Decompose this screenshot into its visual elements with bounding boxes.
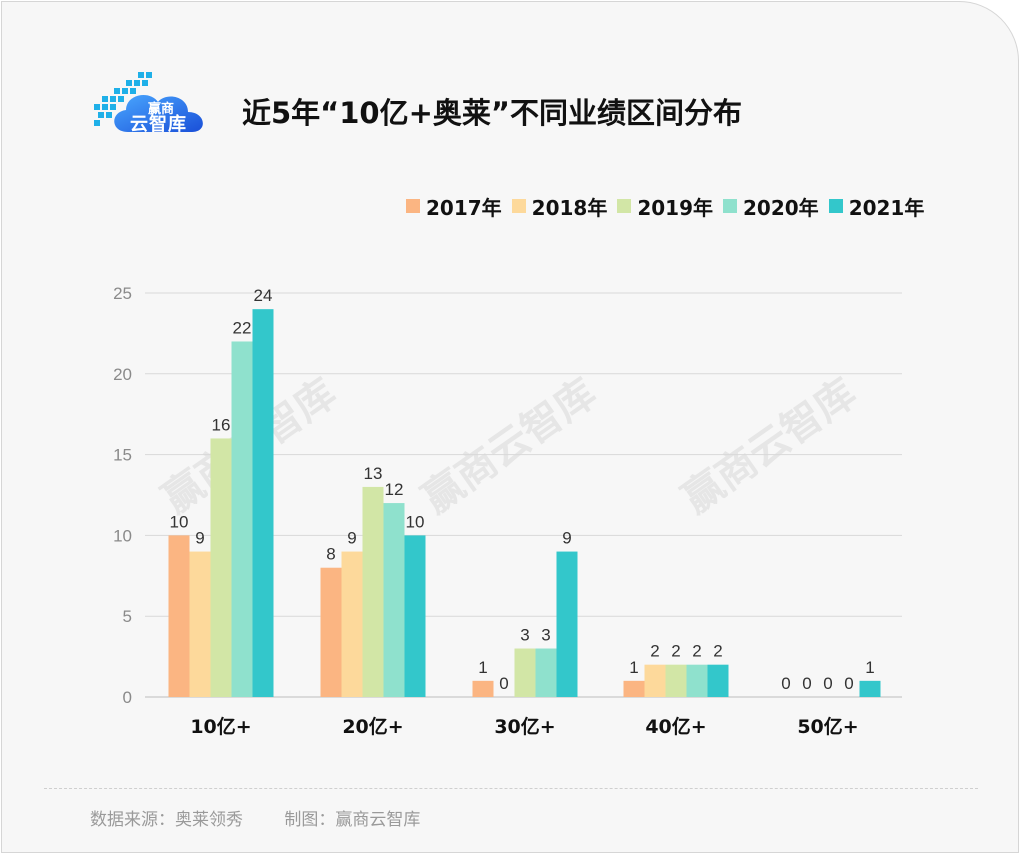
legend-swatch-2019 <box>617 199 632 213</box>
data-label: 3 <box>520 626 529 645</box>
bar <box>535 648 557 697</box>
legend-swatch-2018 <box>511 199 526 213</box>
bar <box>320 567 342 697</box>
x-category-label: 20亿+ <box>342 715 403 738</box>
legend-item-2021: 2021年 <box>828 192 925 221</box>
bar <box>859 680 881 697</box>
data-label: 3 <box>541 626 550 645</box>
legend-label: 2019年 <box>637 195 714 220</box>
legend-item-2020: 2020年 <box>723 192 819 221</box>
data-label: 2 <box>692 642 701 661</box>
legend-label: 2018年 <box>531 195 608 220</box>
x-category-label: 50亿+ <box>797 715 858 738</box>
data-label: 2 <box>671 642 680 661</box>
y-tick-label: 0 <box>123 688 132 707</box>
bar <box>189 551 211 697</box>
chart-title: 近5年“10亿+奥莱”不同业绩区间分布 <box>242 96 742 130</box>
bar <box>665 664 687 697</box>
bar <box>644 664 666 697</box>
data-label: 16 <box>212 415 231 434</box>
chart-credit: 制图：赢商云智库 <box>284 810 421 830</box>
footer-divider <box>44 788 978 789</box>
logo-text-main: 云智库 <box>130 114 187 135</box>
x-category-label: 30亿+ <box>494 715 555 738</box>
legend-label: 2021年 <box>848 195 925 220</box>
y-tick-label: 5 <box>123 607 132 626</box>
legend-item-2018: 2018年 <box>511 192 608 221</box>
data-label: 0 <box>844 674 853 693</box>
data-label: 22 <box>233 318 252 337</box>
bar <box>168 535 190 697</box>
bar <box>472 680 494 697</box>
data-label: 1 <box>865 658 874 677</box>
data-label: 10 <box>170 512 189 531</box>
y-tick-label: 20 <box>113 365 132 384</box>
data-label: 9 <box>562 529 571 548</box>
y-tick-label: 25 <box>113 284 132 303</box>
footer: 数据来源：奥莱领秀 制图：赢商云智库 <box>90 805 456 830</box>
x-category-label: 40亿+ <box>645 715 706 738</box>
data-label: 2 <box>650 642 659 661</box>
data-label: 0 <box>781 674 790 693</box>
legend: 2017年 2018年 2019年 2020年 2021年 <box>406 192 934 220</box>
data-label: 24 <box>254 286 273 305</box>
legend-label: 2020年 <box>743 195 819 220</box>
bar-chart: 赢商云智库赢商云智库赢商云智库051015202510916222410亿+89… <box>113 284 902 738</box>
bar <box>404 535 426 697</box>
data-label: 0 <box>823 674 832 693</box>
logo-text-small: 赢商 <box>148 102 175 117</box>
data-label: 10 <box>406 512 425 531</box>
bar <box>623 680 645 697</box>
bar <box>686 664 708 697</box>
bar <box>231 341 253 697</box>
bar <box>514 648 536 697</box>
bar <box>252 309 274 697</box>
data-label: 9 <box>347 529 356 548</box>
bar <box>383 503 405 697</box>
bar <box>362 486 384 697</box>
data-label: 2 <box>713 642 722 661</box>
x-category-label: 10亿+ <box>190 715 251 738</box>
bar <box>341 551 363 697</box>
data-label: 12 <box>385 480 404 499</box>
bar <box>707 664 729 697</box>
y-tick-label: 10 <box>113 526 132 545</box>
watermark-text: 赢商云智库 <box>674 370 864 522</box>
brand-logo: 赢商 云智库 <box>88 68 210 140</box>
data-label: 1 <box>478 658 487 677</box>
data-label: 0 <box>802 674 811 693</box>
data-label: 8 <box>326 545 335 564</box>
data-source: 数据来源：奥莱领秀 <box>90 810 243 830</box>
legend-item-2017: 2017年 <box>406 192 502 221</box>
legend-swatch-2021 <box>828 199 843 213</box>
data-label: 13 <box>364 464 383 483</box>
data-label: 1 <box>629 658 638 677</box>
bar <box>210 438 232 697</box>
legend-item-2019: 2019年 <box>617 192 713 221</box>
bar <box>556 551 578 697</box>
watermark-text: 赢商云智库 <box>414 370 604 522</box>
data-label: 9 <box>195 529 204 548</box>
legend-swatch-2017 <box>406 199 420 213</box>
legend-swatch-2020 <box>723 199 738 213</box>
y-tick-label: 15 <box>113 446 132 465</box>
legend-label: 2017年 <box>426 195 502 220</box>
data-label: 0 <box>499 674 508 693</box>
cloud-logo-icon <box>94 72 203 132</box>
